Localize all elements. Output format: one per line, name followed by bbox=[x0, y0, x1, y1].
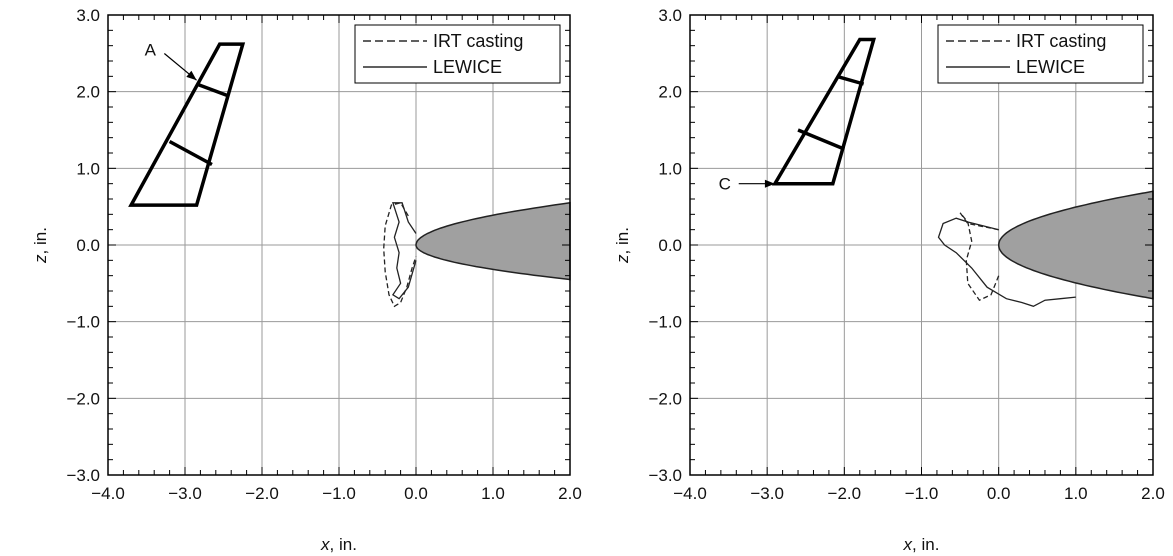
inset-outline bbox=[771, 37, 877, 186]
legend-label: IRT casting bbox=[433, 31, 523, 51]
inset-cross-line bbox=[836, 74, 865, 86]
series-lewice bbox=[937, 217, 1076, 308]
annotation-arrow-head bbox=[186, 70, 197, 81]
right-chart-panel: C−4.0 −3.0 −2.0 −1.0 0.0 1.0 2.03.02.01.00.0−1… bbox=[613, 6, 1165, 554]
inset-cross-line bbox=[797, 128, 846, 151]
ticks bbox=[107, 14, 571, 476]
legend: IRT casting LEWICE bbox=[354, 24, 561, 84]
x-tick-label: −1.0 bbox=[905, 484, 939, 503]
x-tick-label: −1.0 bbox=[322, 484, 356, 503]
y-tick-label: −3.0 bbox=[648, 466, 682, 485]
series-lewice bbox=[391, 202, 417, 300]
y-tick-label: −1.0 bbox=[66, 313, 100, 332]
x-tick-label: −4.0 bbox=[91, 484, 125, 503]
x-tick-label: −4.0 bbox=[673, 484, 707, 503]
y-tick-label: 3.0 bbox=[76, 6, 100, 25]
y-tick-label: 1.0 bbox=[76, 159, 100, 178]
x-tick-label: −2.0 bbox=[828, 484, 862, 503]
x-tick-label: −3.0 bbox=[750, 484, 784, 503]
ticks bbox=[689, 14, 1154, 476]
y-tick-label: 0.0 bbox=[76, 236, 100, 255]
legend-box bbox=[937, 24, 1144, 84]
series-irt-casting bbox=[959, 212, 1000, 302]
left-chart-panel: A−4.0 −3.0 −2.0 −1.0 0.0 1.0 2.03.02.01.00.0−1… bbox=[31, 6, 582, 554]
legend-label: LEWICE bbox=[1016, 57, 1085, 77]
x-tick-label: −3.0 bbox=[168, 484, 202, 503]
y-axis-label: z, in. bbox=[31, 227, 50, 264]
annotation-label: A bbox=[145, 41, 157, 60]
y-tick-label: −1.0 bbox=[648, 313, 682, 332]
legend-label: IRT casting bbox=[1016, 31, 1106, 51]
y-tick-label: 1.0 bbox=[658, 159, 682, 178]
x-tick-label: 1.0 bbox=[481, 484, 505, 503]
legend-label: LEWICE bbox=[433, 57, 502, 77]
inset-cross-line bbox=[195, 82, 228, 98]
x-axis-label: x, in. bbox=[903, 535, 940, 554]
annotation-arrow-head bbox=[764, 179, 775, 188]
x-tick-label: 2.0 bbox=[1141, 484, 1165, 503]
legend-box bbox=[354, 24, 561, 84]
y-tick-label: −2.0 bbox=[648, 389, 682, 408]
legend: IRT casting LEWICE bbox=[937, 24, 1144, 84]
series-irt-casting bbox=[383, 202, 417, 308]
x-tick-label: 0.0 bbox=[987, 484, 1011, 503]
y-tick-label: −3.0 bbox=[66, 466, 100, 485]
x-tick-label: 1.0 bbox=[1064, 484, 1088, 503]
y-tick-label: 3.0 bbox=[658, 6, 682, 25]
inset-cross-line bbox=[168, 139, 213, 167]
y-tick-label: −2.0 bbox=[66, 389, 100, 408]
annotation-label: C bbox=[719, 175, 731, 194]
y-tick-label: 2.0 bbox=[76, 83, 100, 102]
y-tick-label: 0.0 bbox=[658, 236, 682, 255]
airfoil-body bbox=[997, 190, 1154, 300]
x-tick-label: 0.0 bbox=[404, 484, 428, 503]
x-tick-label: −2.0 bbox=[245, 484, 279, 503]
x-tick-label: 2.0 bbox=[558, 484, 582, 503]
y-axis-label: z, in. bbox=[613, 227, 632, 264]
inset-outline bbox=[128, 42, 246, 207]
y-tick-label: 2.0 bbox=[658, 83, 682, 102]
x-axis-label: x, in. bbox=[320, 535, 357, 554]
